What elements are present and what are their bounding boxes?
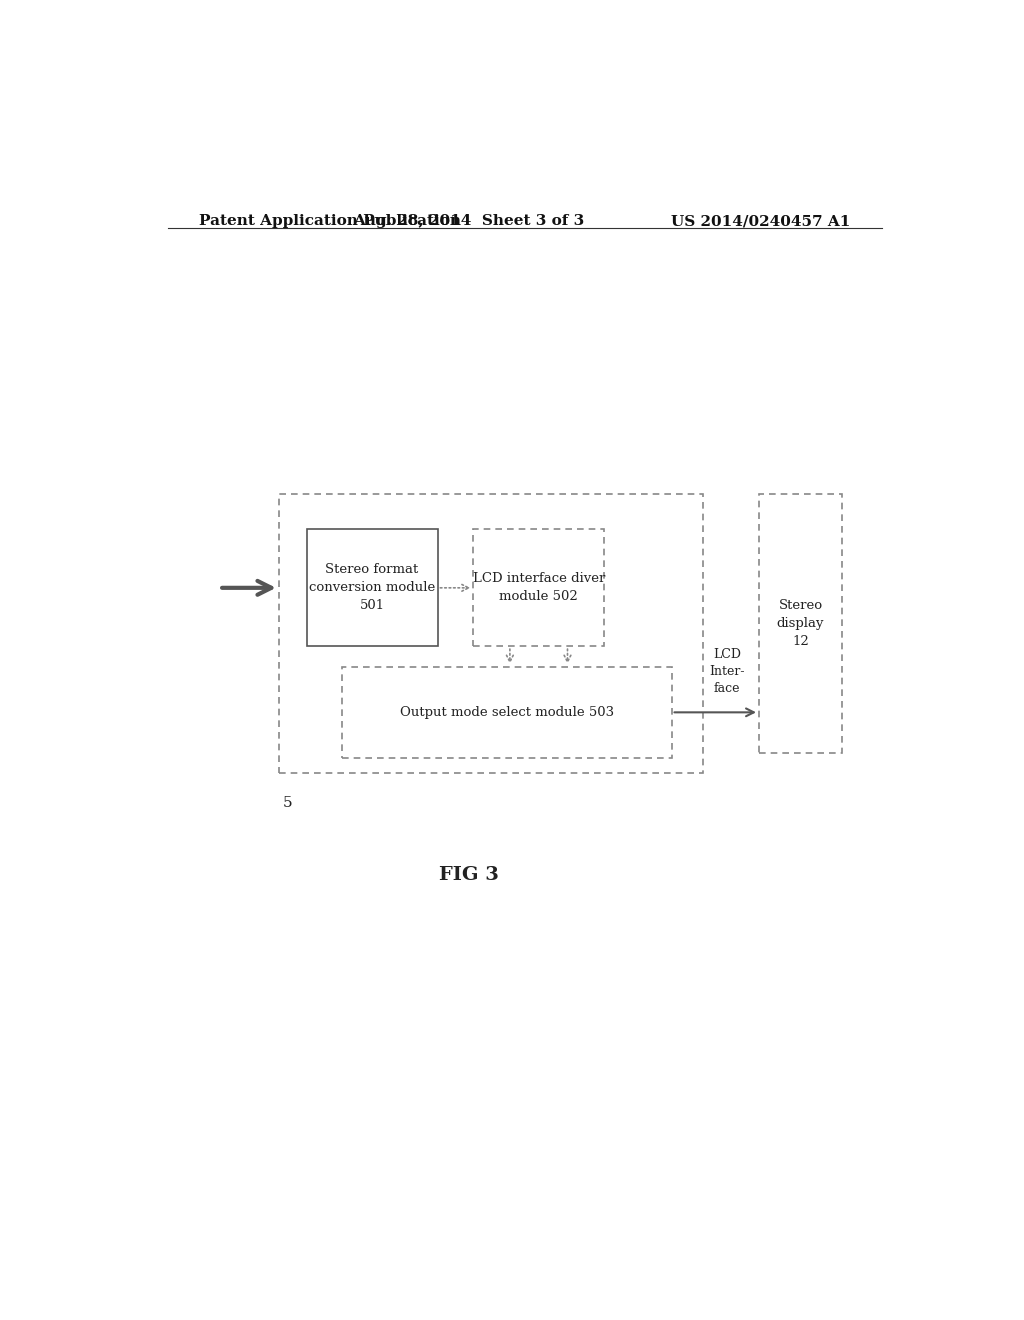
Text: LCD
Inter-
face: LCD Inter- face [710, 648, 744, 696]
Text: Stereo format
conversion module
501: Stereo format conversion module 501 [309, 564, 435, 612]
Text: 5: 5 [283, 796, 293, 809]
Text: Stereo
display
12: Stereo display 12 [777, 599, 824, 648]
Text: US 2014/0240457 A1: US 2014/0240457 A1 [671, 214, 850, 228]
Text: Aug. 28, 2014  Sheet 3 of 3: Aug. 28, 2014 Sheet 3 of 3 [353, 214, 585, 228]
Text: Output mode select module 503: Output mode select module 503 [400, 706, 614, 719]
Bar [473, 529, 604, 647]
Bar [342, 667, 672, 758]
Bar [279, 494, 703, 774]
Text: LCD interface diver
module 502: LCD interface diver module 502 [472, 573, 605, 603]
Text: Patent Application Publication: Patent Application Publication [200, 214, 462, 228]
Bar [759, 494, 842, 752]
Text: FIG 3: FIG 3 [439, 866, 499, 884]
Bar [306, 529, 437, 647]
